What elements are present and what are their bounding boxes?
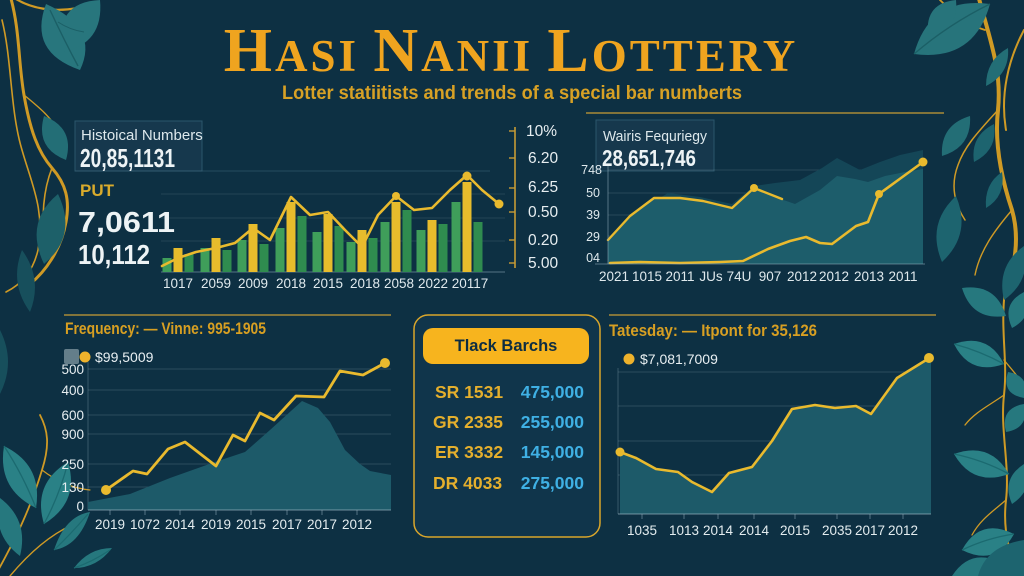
svg-text:Histoical Numbers: Histoical Numbers [81,127,203,144]
svg-text:2009: 2009 [238,276,268,291]
svg-text:Tatesday: — Itpont for 35,12: Tatesday: — Itpont for 35,126 [609,321,817,340]
svg-text:2019: 2019 [95,517,125,532]
svg-text:145,000: 145,000 [521,442,585,462]
svg-text:275,000: 275,000 [521,473,585,493]
svg-text:2015: 2015 [780,523,810,538]
svg-text:JUs: JUs [699,269,722,284]
svg-text:DR 4033: DR 4033 [433,473,502,493]
svg-text:SR 1531: SR 1531 [435,382,503,402]
svg-text:500: 500 [61,362,84,377]
svg-text:255,000: 255,000 [521,412,585,432]
svg-text:2012: 2012 [787,269,817,284]
svg-text:1017: 1017 [163,276,193,291]
svg-text:2019: 2019 [201,517,231,532]
svg-text:ER 3332: ER 3332 [435,442,503,462]
svg-text:2017: 2017 [307,517,337,532]
svg-text:0: 0 [76,499,84,514]
svg-text:5.00: 5.00 [528,255,559,272]
svg-text:400: 400 [61,383,84,398]
svg-text:28,651,746: 28,651,746 [602,145,696,171]
svg-text:6.25: 6.25 [528,179,558,196]
svg-text:0.50: 0.50 [528,204,559,221]
svg-text:2021: 2021 [599,269,629,284]
svg-text:1035: 1035 [627,523,657,538]
svg-text:130: 130 [61,480,84,495]
svg-text:04: 04 [586,251,600,265]
svg-text:2017: 2017 [855,523,885,538]
svg-text:Wairis Fequriegy: Wairis Fequriegy [603,128,707,145]
svg-text:2012: 2012 [342,517,372,532]
svg-text:Lotter statiitists and trends: Lotter statiitists and trends of a speci… [282,83,742,104]
svg-text:600: 600 [61,408,84,423]
svg-text:6.20: 6.20 [528,150,559,167]
svg-text:1013: 1013 [669,523,699,538]
svg-text:10%: 10% [526,123,557,140]
svg-text:74U: 74U [727,269,752,284]
svg-text:Tlack Barchs: Tlack Barchs [455,337,558,355]
svg-text:475,000: 475,000 [521,382,585,402]
svg-text:2011: 2011 [665,269,694,284]
svg-text:2017: 2017 [272,517,302,532]
svg-text:1015: 1015 [632,269,662,284]
svg-text:748: 748 [581,163,602,177]
svg-text:0.20: 0.20 [528,232,559,249]
svg-text:7,0611: 7,0611 [78,207,175,239]
svg-text:2022: 2022 [418,276,448,291]
svg-text:HASI NANII LOTTERY: HASI NANII LOTTERY [224,17,798,85]
svg-text:GR 2335: GR 2335 [433,412,503,432]
svg-text:2011: 2011 [888,269,917,284]
svg-text:2035: 2035 [822,523,852,538]
svg-text:2018: 2018 [276,276,306,291]
svg-text:2014: 2014 [703,523,734,538]
svg-text:2059: 2059 [201,276,231,291]
svg-text:$99,5009: $99,5009 [95,349,154,365]
svg-text:50: 50 [586,186,600,200]
svg-text:20117: 20117 [452,276,489,291]
svg-text:Frequency: — Vinne: 995-1905: Frequency: — Vinne: 995-1905 [65,319,266,338]
svg-text:20,85,1131: 20,85,1131 [80,143,175,173]
svg-text:900: 900 [61,427,84,442]
svg-text:1072: 1072 [130,517,160,532]
svg-text:2015: 2015 [236,517,266,532]
svg-text:907: 907 [759,269,782,284]
svg-text:2015: 2015 [313,276,343,291]
svg-text:39: 39 [586,208,600,222]
svg-text:2014: 2014 [739,523,770,538]
svg-text:PUT: PUT [80,181,115,200]
svg-text:2014: 2014 [165,517,196,532]
svg-text:10,112: 10,112 [78,239,150,270]
svg-text:2012: 2012 [888,523,918,538]
svg-text:2018: 2018 [350,276,380,291]
svg-text:250: 250 [61,457,84,472]
svg-text:29: 29 [586,230,600,244]
svg-text:2012: 2012 [819,269,849,284]
svg-text:$7,081,7009: $7,081,7009 [640,351,718,367]
svg-text:2058: 2058 [384,276,414,291]
svg-text:2013: 2013 [854,269,884,284]
